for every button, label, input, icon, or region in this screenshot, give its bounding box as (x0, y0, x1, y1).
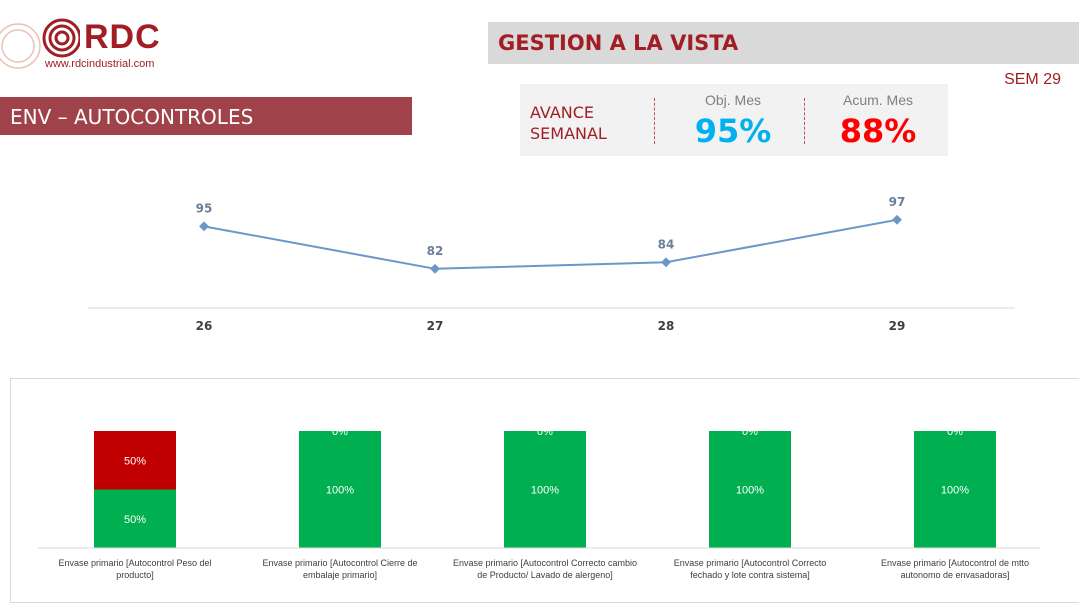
category-label: Envase primario [Autocontrol Cierre de (262, 558, 417, 568)
data-point (430, 263, 440, 274)
category-label: Envase primario [Autocontrol de mtto (881, 558, 1029, 568)
data-label: 82 (427, 244, 444, 258)
bar-segment (94, 431, 176, 490)
bar-segment (299, 431, 381, 548)
x-tick-label: 27 (427, 319, 444, 333)
category-label: fechado y lote contra sistema] (690, 570, 810, 580)
section-title: ENV – AUTOCONTROLES (10, 105, 254, 129)
bar-value-label: 100% (941, 485, 969, 497)
data-point (892, 214, 902, 225)
page-title: GESTION A LA VISTA (498, 31, 739, 55)
data-point (661, 257, 671, 268)
week-label: SEM 29 (1004, 71, 1061, 88)
category-label: Envase primario [Autocontrol Correcto ca… (453, 558, 637, 568)
category-label: producto] (116, 570, 154, 580)
bar-value-label: 100% (736, 485, 764, 497)
bar-segment (504, 431, 586, 548)
data-point (199, 221, 209, 232)
company-logo: RDC www.rdcindustrial.com (0, 10, 200, 75)
kpi-obj-label: Obj. Mes (704, 92, 761, 108)
bar-value-label: 100% (531, 485, 559, 497)
category-label: Envase primario [Autocontrol Peso del (58, 558, 211, 568)
x-tick-label: 28 (658, 319, 675, 333)
bar-value-label: 50% (124, 514, 146, 526)
autocontrol-bar-chart: 50% 50% Envase primario [Autocontrol Peso … (38, 426, 1040, 580)
weekly-line-chart: 95 26 82 27 84 28 97 29 (88, 195, 1015, 333)
bar-segment (709, 431, 791, 548)
kpi-divider (654, 98, 655, 144)
kpi-panel: AVANCE SEMANAL Obj. Mes 95% Acum. Mes 88… (520, 84, 948, 156)
bar-chart-panel (10, 378, 1079, 603)
x-tick-label: 26 (196, 319, 213, 333)
category-label: embalaje primario] (303, 570, 377, 580)
bar-value-label: 50% (124, 455, 146, 467)
logo-text: RDC (84, 18, 161, 56)
section-banner: ENV – AUTOCONTROLES (0, 97, 412, 135)
kpi-obj-value: 95% (694, 112, 772, 150)
x-tick-label: 29 (889, 319, 906, 333)
logo-url[interactable]: www.rdcindustrial.com (45, 58, 155, 70)
header-banner: GESTION A LA VISTA (488, 22, 1079, 64)
bar-segment (94, 489, 176, 548)
category-label: autonomo de envasadoras] (900, 570, 1009, 580)
bar-value-label: 0% (537, 426, 553, 438)
category-label: Envase primario [Autocontrol Correcto (674, 558, 827, 568)
kpi-avance-line1: AVANCE (530, 103, 595, 122)
kpi-avance-line2: SEMANAL (530, 124, 607, 143)
rdc-logo-icon (0, 18, 80, 69)
bar-segment (914, 431, 996, 548)
kpi-acum-value: 88% (839, 112, 917, 150)
series-line (203, 218, 898, 270)
bar-value-label: 0% (742, 426, 758, 438)
data-label: 84 (658, 237, 675, 251)
category-label: de Producto/ Lavado de alergeno] (477, 570, 613, 580)
bar-value-label: 0% (947, 426, 963, 438)
kpi-avance-label: AVANCE SEMANAL (530, 102, 607, 144)
bar-value-label: 0% (332, 426, 348, 438)
bar-value-label: 100% (326, 485, 354, 497)
kpi-acum-label: Acum. Mes (842, 92, 913, 108)
data-label: 97 (889, 195, 906, 209)
kpi-divider (804, 98, 805, 144)
data-label: 95 (196, 201, 213, 215)
